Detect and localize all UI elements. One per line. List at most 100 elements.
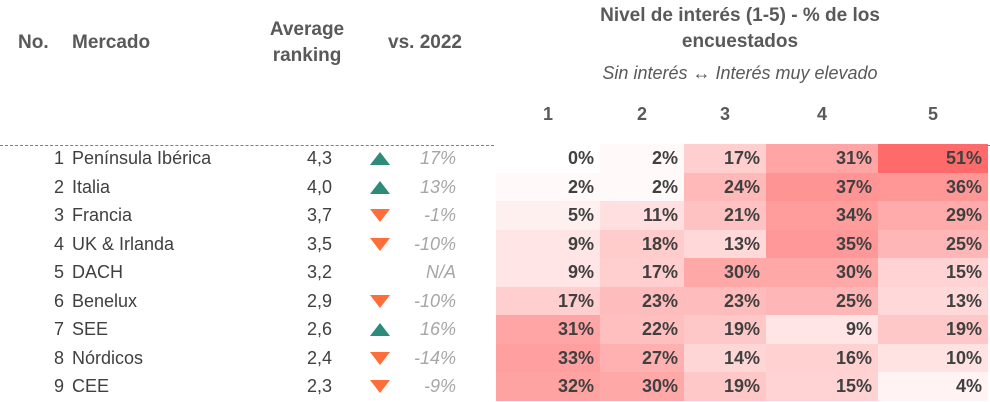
market-name: UK & Irlanda [72,233,175,254]
row-number: 4 [53,233,64,254]
change-vs-2022: 17% [419,148,456,168]
heat-cell-level-2: 17% [600,258,684,287]
header-ranking-line1: Average [269,19,345,40]
heat-cell-level-1: 33% [496,343,600,372]
row-number: 6 [53,290,64,311]
triangle-up-icon [370,152,390,165]
row-number: 2 [53,176,64,197]
change-vs-2022: -14% [413,347,456,368]
heat-cell-level-3: 23% [684,286,766,315]
market-name: Francia [72,205,133,225]
heat-cell-level-1: 9% [496,258,600,287]
trend-down-icon [370,372,392,401]
level-header-3: 3 [719,104,730,124]
heat-cell-level-4: 34% [766,201,878,230]
row-number: 7 [53,319,64,339]
market-name: Península Ibérica [72,148,212,168]
table-row: 6 Benelux 2,9 -10% 17% 23% 23% 25% 13% [0,286,990,315]
header-interest-level: Nivel de interés (1-5) - % de los encues… [540,3,940,55]
triangle-up-shape [370,180,390,194]
heat-cell-level-4: 15% [766,372,878,401]
heat-cell-level-1: 0% [496,144,600,173]
heat-cell-level-1: 5% [496,201,600,230]
heat-cell-level-4: 30% [766,258,878,287]
average-ranking: 2,3 [306,376,332,396]
header-interest-scale: Sin interés ↔ Interés muy elevado [602,63,878,83]
heat-cell-level-3: 17% [684,144,766,173]
heat-cell-level-1: 31% [496,315,600,344]
triangle-down-shape [370,351,390,365]
change-vs-2022: -9% [423,376,456,396]
table-row: 8 Nórdicos 2,4 -14% 33% 27% 14% 16% 10% [0,343,990,373]
change-vs-2022: -1% [423,205,456,225]
heat-cell-level-3: 14% [684,343,766,372]
header-separator [0,145,990,146]
heat-cell-level-5: 51% [878,144,988,173]
heat-cell-level-1: 2% [496,172,600,201]
heat-cell-level-4: 31% [766,144,878,173]
heat-cell-level-3: 24% [684,172,766,201]
heat-cell-level-2: 2% [600,172,684,201]
heat-cell-level-5: 15% [878,258,988,287]
heat-cell-level-5: 25% [878,229,988,258]
heat-cell-level-2: 11% [600,201,684,230]
average-ranking: 3,7 [306,205,332,225]
change-vs-2022: 13% [419,176,456,197]
table-row: 3 Francia 3,7 -1% 5% 11% 21% 34% 29% [0,201,990,230]
trend-up-icon [370,315,392,344]
heat-cell-level-1: 9% [496,229,600,258]
table-row: 4 UK & Irlanda 3,5 -10% 9% 18% 13% 35% 25% [0,229,990,258]
header-interest-line2: encuestados [681,31,799,52]
triangle-down-icon [370,237,390,251]
triangle-down-icon [370,294,390,308]
average-ranking: 4,0 [306,176,332,197]
change-vs-2022: N/A [425,262,456,282]
heat-cell-level-4: 25% [766,286,878,315]
heat-cell-level-4: 16% [766,343,878,372]
change-vs-2022: -10% [413,290,456,311]
heat-cell-level-3: 19% [684,372,766,401]
heat-cell-level-2: 18% [600,229,684,258]
market-name: Nórdicos [72,347,144,368]
triangle-up-icon [370,180,390,194]
heat-cell-level-3: 30% [684,258,766,287]
market-name: DACH [72,262,124,282]
table-row: 2 Italia 4,0 13% 2% 2% 24% 37% 36% [0,172,990,202]
average-ranking: 3,2 [306,262,332,282]
trend-up-icon [370,173,392,202]
heat-cell-level-5: 4% [878,372,988,401]
heat-cell-level-4: 9% [766,315,878,344]
table-row: 5 DACH 3,2 N/A 9% 17% 30% 30% 15% [0,258,990,287]
trend-down-icon [370,344,392,373]
heat-cell-level-5: 29% [878,201,988,230]
triangle-up-icon [370,323,390,336]
trend-down-icon [370,201,392,230]
heat-cell-level-2: 30% [600,372,684,401]
level-header-1: 1 [542,104,553,124]
table-row: 7 SEE 2,6 16% 31% 22% 19% 9% 19% [0,315,990,344]
heat-cell-level-2: 2% [600,144,684,173]
triangle-up-shape [370,323,390,336]
triangle-up-shape [370,152,390,165]
market-name: Benelux [72,290,138,311]
row-number: 1 [53,148,64,168]
market-name: CEE [72,376,110,396]
average-ranking: 2,9 [306,290,332,311]
heat-cell-level-4: 35% [766,229,878,258]
heat-cell-level-1: 17% [496,286,600,315]
heat-cell-level-2: 22% [600,315,684,344]
heat-cell-level-4: 37% [766,172,878,201]
header-ranking-line2: ranking [272,45,342,66]
heat-cell-level-5: 19% [878,315,988,344]
triangle-down-icon [370,380,390,393]
average-ranking: 3,5 [306,233,332,254]
table-row: 9 CEE 2,3 -9% 32% 30% 19% 15% 4% [0,372,990,401]
row-number: 8 [53,347,64,368]
triangle-down-icon [370,351,390,365]
header-no: No. [18,32,49,53]
change-vs-2022: -10% [413,233,456,254]
heat-cell-level-2: 27% [600,343,684,372]
table-row: 1 Península Ibérica 4,3 17% 0% 2% 17% 31% 51% [0,144,990,173]
row-number: 3 [53,205,64,225]
triangle-down-shape [370,380,390,393]
